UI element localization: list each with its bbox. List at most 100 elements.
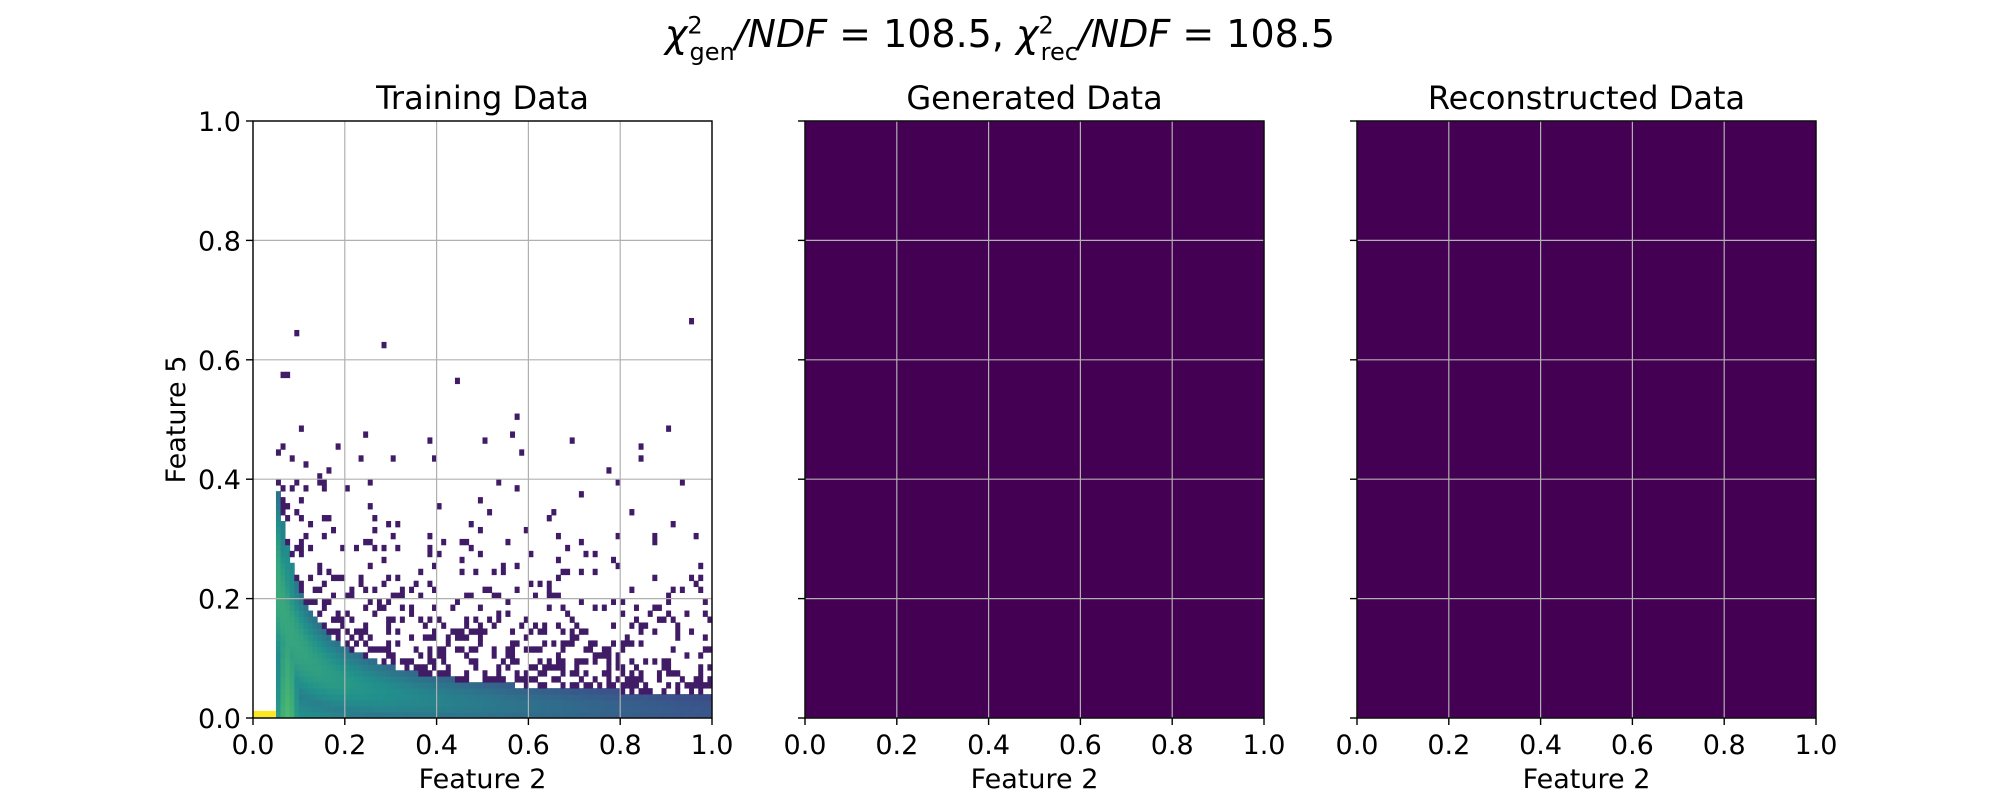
heatmap-cell <box>496 682 502 689</box>
heatmap-cell <box>294 712 300 719</box>
heatmap-cell <box>344 664 350 671</box>
heatmap-cell <box>372 586 378 594</box>
heatmap-cell <box>693 580 699 588</box>
heatmap-cell <box>445 640 451 647</box>
heatmap-cell <box>679 706 685 713</box>
heatmap-cell <box>633 604 639 611</box>
heatmap-cell <box>353 682 359 689</box>
heatmap-cell <box>473 682 479 689</box>
heatmap-cell <box>294 586 300 594</box>
heatmap-cell <box>409 682 415 689</box>
heatmap-cell <box>546 706 552 713</box>
heatmap-cell <box>280 682 286 689</box>
heatmap-cell <box>298 700 304 707</box>
heatmap-cell <box>661 616 667 623</box>
heatmap-cell <box>638 443 644 450</box>
heatmap-cell <box>615 694 621 701</box>
heatmap-cell <box>615 700 621 707</box>
heatmap-cell <box>666 425 672 432</box>
heatmap-cell <box>413 700 419 707</box>
heatmap-cell <box>289 682 295 689</box>
chi-gen-exponent: 2 <box>687 11 703 40</box>
heatmap-cell <box>280 485 286 492</box>
heatmap-cell <box>611 700 617 707</box>
heatmap-cell <box>684 610 690 617</box>
heatmap-cell <box>592 676 598 683</box>
heatmap-cell <box>432 664 437 671</box>
heatmap-cell <box>367 688 373 695</box>
heatmap-cell <box>546 688 552 695</box>
heatmap-cell <box>574 706 580 713</box>
heatmap-cell <box>464 670 470 677</box>
heatmap-cell <box>656 700 662 707</box>
subplot-generated-data: 0.0 0.2 0.4 0.6 0.8 1.0 Generated Data Feature … <box>784 79 1286 795</box>
heatmap-cell <box>399 688 405 695</box>
heatmap-cell <box>395 544 401 552</box>
heatmap-cell <box>381 694 387 701</box>
heatmap-cell <box>432 658 437 665</box>
heatmap-cell <box>542 622 548 629</box>
heatmap-cell <box>349 712 355 719</box>
heatmap-cell <box>386 682 392 689</box>
heatmap-cell <box>326 676 332 683</box>
heatmap-cell <box>702 700 708 707</box>
heatmap-cell <box>353 652 359 659</box>
x-tick-label: 0.2 <box>1427 730 1470 761</box>
heatmap-cell <box>698 562 704 570</box>
heatmap-cell <box>275 580 281 588</box>
heatmap-cell <box>326 670 332 677</box>
heatmap-cell <box>583 550 589 558</box>
heatmap-cell <box>601 646 607 653</box>
subplot-title: Reconstructed Data <box>1428 79 1745 117</box>
heatmap-cell <box>551 664 557 671</box>
heatmap-cell <box>528 706 534 713</box>
heatmap-cell <box>363 622 369 629</box>
heatmap-cell <box>353 706 359 713</box>
heatmap-cell <box>285 646 291 653</box>
heatmap-cell <box>569 712 575 719</box>
heatmap-cell <box>477 497 483 504</box>
heatmap-cell <box>275 700 281 707</box>
heatmap-cell <box>679 479 685 486</box>
heatmap-cell <box>363 431 369 438</box>
heatmap-cell <box>661 712 667 719</box>
heatmap-cell <box>372 676 378 683</box>
heatmap-cell <box>294 592 300 599</box>
heatmap-cell <box>555 652 561 659</box>
heatmap-cell <box>436 670 442 677</box>
heatmap-cell <box>298 652 304 659</box>
chi-gen-ndf: /NDF <box>734 12 828 56</box>
heatmap-cell <box>349 694 355 701</box>
heatmap-cell <box>275 646 281 653</box>
heatmap-cell <box>427 688 433 695</box>
x-tick-label: 0.4 <box>415 730 458 761</box>
heatmap-cell <box>574 658 580 665</box>
heatmap-cell <box>381 682 387 689</box>
heatmap-cell <box>422 682 428 689</box>
heatmap-cell <box>491 682 497 689</box>
heatmap-cell <box>376 688 382 695</box>
heatmap-cell <box>321 688 327 695</box>
heatmap-cell <box>312 712 318 719</box>
heatmap-cell <box>574 664 580 671</box>
heatmap-cell <box>464 592 470 599</box>
heatmap-cell <box>597 682 603 689</box>
heatmap-cell <box>450 688 456 695</box>
heatmap-cell <box>289 610 295 617</box>
heatmap-cell <box>473 616 479 623</box>
heatmap-cell <box>624 700 630 707</box>
heatmap-cell <box>427 694 433 701</box>
heatmap-cell <box>363 586 369 594</box>
heatmap-cell <box>441 700 447 707</box>
heatmap-cell <box>464 622 470 629</box>
heatmap-cell <box>386 646 392 653</box>
heatmap-cell <box>308 574 314 582</box>
heatmap-cell <box>344 628 350 635</box>
heatmap-cell <box>702 682 708 689</box>
heatmap-cell <box>285 568 291 576</box>
heatmap-cell <box>275 706 281 713</box>
heatmap-cell <box>601 670 607 677</box>
heatmap-cell <box>555 556 561 564</box>
heatmap-cell <box>289 676 295 683</box>
heatmap-cell <box>491 646 497 653</box>
